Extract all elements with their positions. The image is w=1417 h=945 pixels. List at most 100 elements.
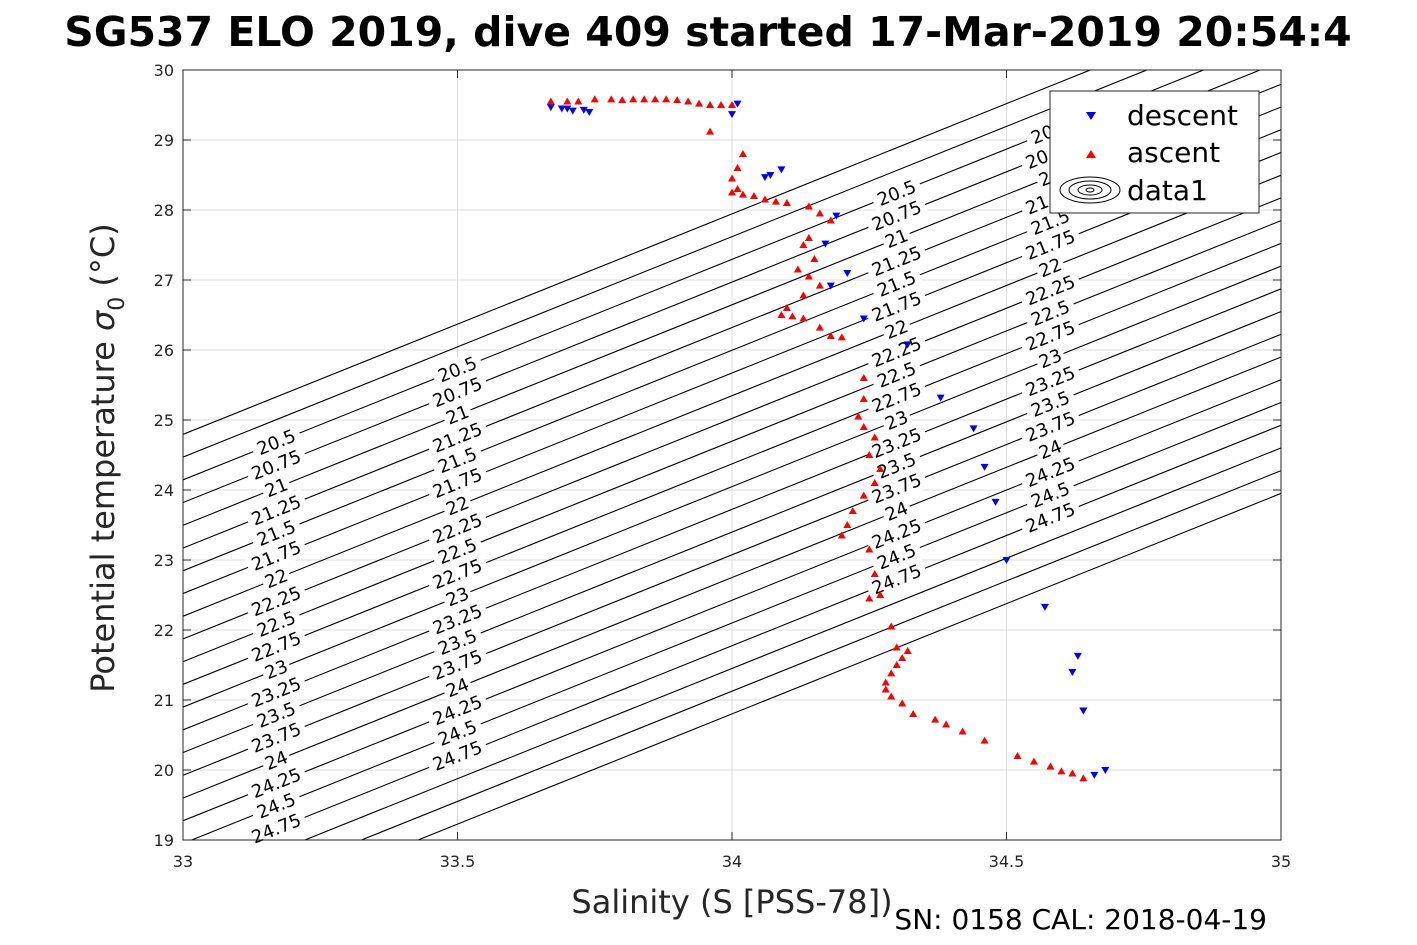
descent-point: [546, 104, 555, 112]
x-tick-label: 33.5: [440, 852, 476, 871]
ascent-point: [728, 188, 736, 196]
contour-label-bg: [1023, 384, 1078, 424]
y-tick-label: 27: [154, 271, 174, 290]
ascent-point: [804, 234, 813, 241]
x-ticks: 33 33.5 34 34.5 35: [173, 70, 1291, 871]
ascent-point: [749, 192, 758, 199]
ascent-point: [810, 255, 819, 262]
ascent-point: [728, 174, 736, 182]
descent-point: [760, 174, 769, 182]
descent-point: [821, 240, 830, 248]
ascent-point: [837, 531, 846, 539]
contour-label-bg: [425, 688, 490, 733]
contour-label-bg: [243, 625, 309, 669]
ascent-point: [662, 95, 671, 103]
ascent-point: [563, 97, 572, 105]
ascent-point: [931, 715, 940, 723]
y-axis-label-symbol: σ: [84, 309, 122, 331]
contour-label-bg: [425, 643, 490, 687]
descent-point: [859, 315, 868, 323]
contour-label-bg: [1018, 359, 1083, 404]
isopycnal: [190, 401, 1281, 840]
descent-point: [777, 166, 786, 174]
descent-point: [1068, 669, 1077, 676]
ascent-point: [859, 395, 868, 402]
contour-label-bg: [864, 330, 930, 374]
ascent-point: [771, 197, 780, 205]
ascent-point: [782, 199, 791, 206]
descent-point: [980, 463, 989, 471]
ascent-point: [843, 521, 852, 528]
y-tick-label: 30: [154, 61, 174, 80]
contour-label-bg: [869, 355, 924, 395]
ascent-point: [876, 591, 885, 598]
isopycnal: [183, 379, 1281, 822]
ascent-point: [815, 323, 824, 331]
contour-label-bg: [1018, 268, 1083, 313]
descent-point: [832, 212, 841, 220]
isopycnal: [246, 424, 1281, 840]
y-tick-label: 25: [154, 411, 174, 430]
contour-label-bg: [425, 734, 490, 778]
contour-label-bg: [864, 421, 930, 465]
contour-label-bg: [243, 534, 309, 578]
contour-label-bg: [249, 513, 304, 553]
ascent-point: [1013, 752, 1022, 759]
ascent-point: [733, 164, 742, 171]
ascent-point: [590, 95, 599, 103]
ascent-point: [618, 96, 627, 104]
contour-label-bg: [869, 173, 924, 213]
x-tick-label: 34.5: [989, 852, 1025, 871]
isopycnal: [183, 242, 1281, 685]
descent-point: [1002, 557, 1011, 564]
descent-point: [568, 107, 577, 115]
isopycnal: [183, 174, 1281, 617]
legend-data1-marker: [1059, 176, 1121, 204]
ascent-point: [695, 99, 704, 107]
ascent-point: [859, 491, 868, 499]
contour-label-bg: [243, 670, 309, 714]
ascent-point: [892, 661, 901, 668]
ascent-point: [887, 669, 896, 677]
ascent-point: [892, 643, 901, 651]
ascent-point: [788, 312, 797, 320]
legend-box: [1049, 90, 1260, 214]
ascent-point: [804, 272, 813, 280]
ascent-point: [865, 451, 874, 458]
legend-data1-label: data1: [1127, 174, 1208, 207]
ascent-point: [629, 95, 638, 103]
ascent-point: [738, 190, 747, 198]
contour-label-bg: [864, 467, 930, 511]
contour-label-bg: [243, 579, 309, 624]
ascent-point: [799, 314, 808, 322]
ascent-point: [870, 433, 879, 441]
ascent-point: [733, 185, 742, 192]
isopycnal: [416, 492, 1281, 840]
ascent-point: [837, 333, 846, 341]
ascent-point: [546, 97, 555, 105]
descent-point: [557, 105, 566, 113]
contour-label-bg: [430, 350, 485, 390]
contour-label-bg: [1018, 223, 1083, 267]
ascent-point: [1046, 762, 1055, 770]
descent-point: [1073, 652, 1082, 660]
isopycnal: [183, 288, 1281, 731]
contour-labels: 20.520.520.520.520.7520.7520.7520.752121…: [243, 111, 1083, 851]
descent-point: [1079, 707, 1088, 715]
ascent-point: [1029, 757, 1038, 765]
ascent-point: [728, 101, 736, 108]
ascent-point: [887, 692, 896, 700]
contour-label-bg: [864, 239, 930, 283]
isopycnal: [183, 70, 1149, 458]
contour-label-bg: [249, 604, 304, 644]
descent-point: [936, 394, 945, 402]
ascent-point: [760, 195, 769, 203]
ascent-point: [738, 150, 747, 157]
legend-ascent-marker: [1086, 150, 1096, 158]
descent-point: [969, 425, 978, 433]
ascent-point: [854, 412, 863, 420]
descent-point: [826, 282, 835, 290]
contour-label-bg: [869, 537, 924, 577]
contour-label-bg: [249, 786, 304, 826]
contour-label-bg: [425, 552, 490, 596]
